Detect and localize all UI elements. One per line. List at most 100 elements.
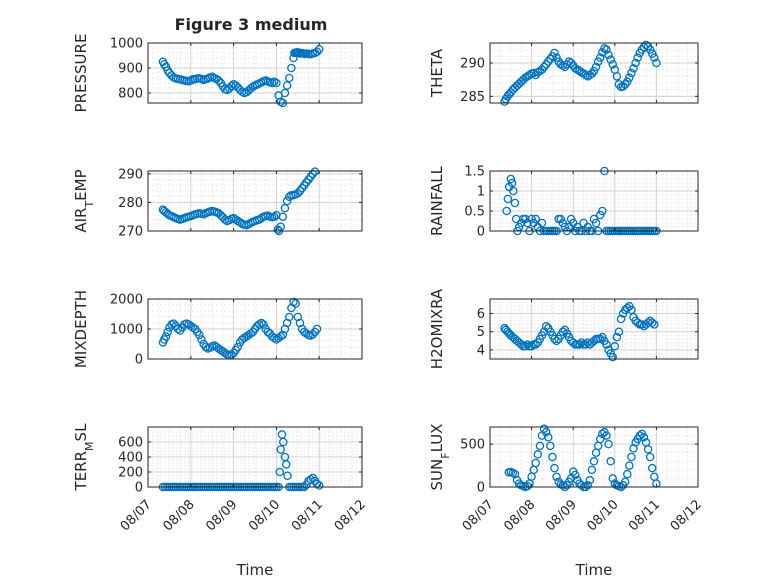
data-point (552, 53, 561, 62)
data-point (263, 327, 273, 337)
data-point (280, 88, 290, 98)
data-point (541, 427, 551, 437)
data-point (291, 299, 300, 308)
data-point (631, 58, 640, 68)
minor-grid (490, 426, 698, 488)
data-point (507, 178, 517, 188)
data-point (255, 320, 264, 329)
data-point (546, 54, 555, 64)
data-point (287, 63, 296, 73)
data-point (259, 320, 268, 329)
data-point (216, 211, 226, 220)
data-point (173, 324, 183, 334)
x-tick-label: 08/07 (118, 497, 155, 534)
y-tick-label: 0 (135, 481, 143, 496)
data-point (525, 70, 534, 80)
data-point (606, 457, 615, 466)
data-point (577, 481, 586, 490)
data-point (612, 332, 622, 342)
data-point (276, 332, 285, 341)
data-point (635, 431, 645, 440)
data-point (550, 48, 559, 58)
data-point (595, 53, 605, 62)
data-point (314, 481, 324, 490)
data-point (521, 342, 530, 351)
data-point (566, 214, 576, 224)
data-point (558, 61, 568, 70)
data-point (560, 62, 570, 72)
y-tick-label: 500 (460, 438, 485, 453)
y-tick-label: 0 (135, 353, 143, 368)
y-axis-label: AIRTEMP (72, 169, 96, 232)
figure-title: Figure 3 medium (175, 15, 328, 34)
y-tick-label: 0.5 (464, 205, 485, 220)
data-point (587, 465, 597, 475)
axes-frame (489, 170, 699, 232)
y-tick-label: 900 (118, 62, 143, 77)
data-point (593, 441, 603, 451)
y-axis-label: SUNFLUX (428, 424, 452, 491)
data-point (537, 65, 547, 74)
data-point (620, 80, 630, 89)
data-point (610, 342, 620, 351)
y-tick-label: 800 (118, 87, 143, 102)
axes-frame (489, 42, 699, 104)
data-series (500, 302, 659, 362)
data-point (602, 340, 611, 349)
data-series (158, 45, 324, 108)
data-point (227, 350, 236, 359)
data-point (595, 434, 605, 444)
data-point (503, 194, 513, 204)
data-point (506, 174, 516, 184)
data-point (293, 189, 303, 198)
data-point (531, 214, 541, 224)
data-point (643, 445, 653, 454)
x-tick-label: 08/09 (543, 497, 580, 534)
data-point (533, 450, 543, 459)
data-point (598, 429, 607, 439)
data-point (623, 77, 632, 86)
data-series (158, 167, 320, 236)
data-point (284, 73, 294, 83)
axes-frame (147, 42, 363, 104)
y-tick-label: 200 (118, 466, 143, 481)
data-point (523, 72, 532, 81)
data-point (201, 342, 211, 352)
data-point (650, 320, 659, 329)
x-tick-label: 08/07 (460, 497, 497, 534)
data-point (531, 458, 541, 468)
data-point (598, 206, 607, 216)
data-point (231, 215, 240, 224)
data-point (246, 329, 255, 338)
data-point (620, 477, 630, 487)
y-axis-label: PRESSURE (72, 34, 90, 113)
data-point (197, 335, 206, 344)
data-point (556, 214, 565, 224)
data-point (306, 475, 315, 484)
data-point (645, 452, 655, 462)
data-point (571, 64, 580, 73)
data-point (312, 47, 322, 57)
data-point (541, 60, 551, 69)
data-point (257, 318, 266, 328)
data-point (272, 78, 281, 88)
data-point (276, 222, 285, 231)
data-point (163, 327, 172, 337)
data-point (556, 60, 565, 69)
data-point (550, 463, 559, 473)
x-tick-label: 08/11 (626, 497, 663, 534)
x-tick-label: 08/10 (246, 497, 283, 534)
data-point (546, 441, 555, 451)
data-point (629, 64, 638, 73)
data-point (169, 319, 178, 328)
x-tick-label: 08/12 (332, 497, 369, 534)
x-tick-label: 08/08 (161, 497, 198, 534)
data-point (527, 342, 536, 351)
data-point (539, 62, 549, 72)
x-tick-label: 08/12 (668, 497, 705, 534)
subplot-8: 0 500 08/07 08/08 08/09 08/10 08/11 08/12 Time SU… (428, 424, 705, 579)
